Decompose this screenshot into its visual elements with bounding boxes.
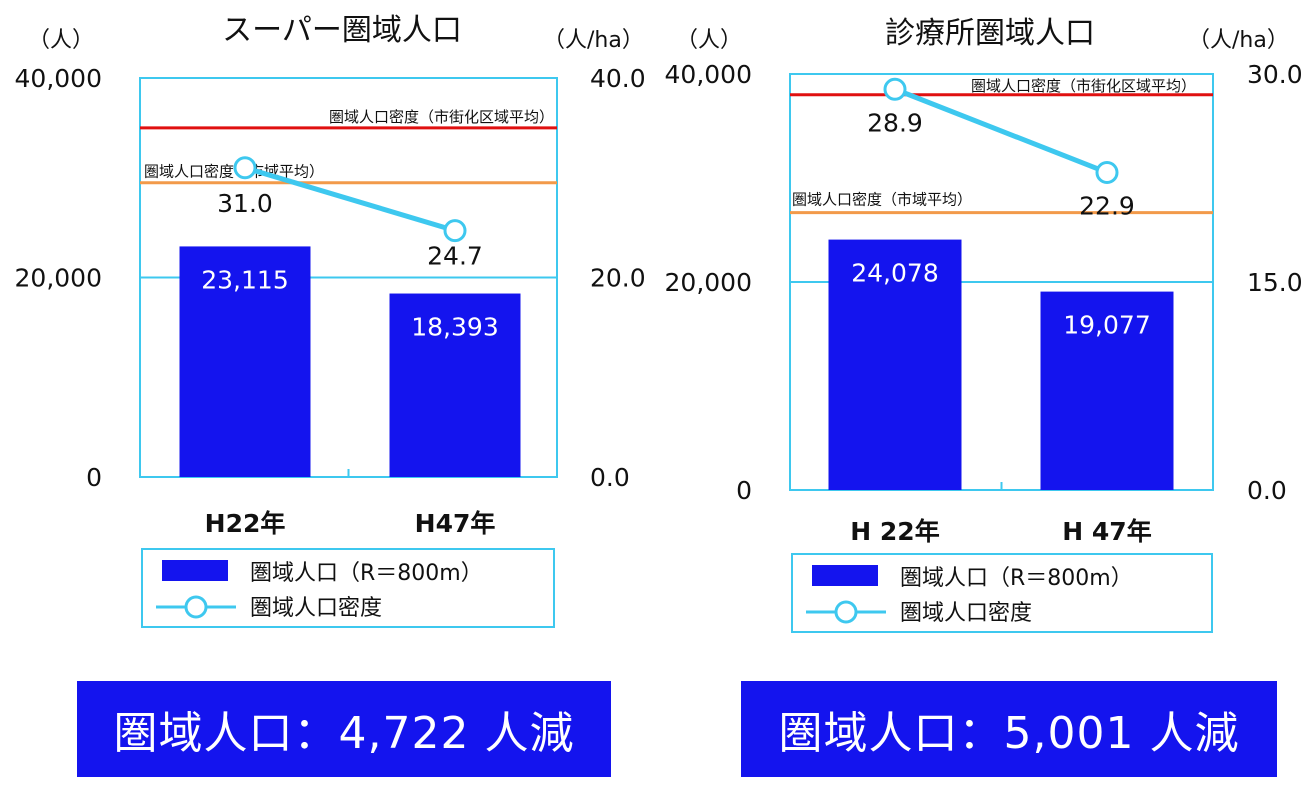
chart1-right-unit: （人/ha） <box>543 28 644 53</box>
chart2-legend-line-marker <box>834 600 858 624</box>
chart1-bar <box>389 293 521 477</box>
chart1-y2-tick-label: 0.0 <box>590 463 630 492</box>
chart1-y-tick-label: 0 <box>86 463 102 492</box>
chart2-bar-label: 24,078 <box>851 259 938 288</box>
chart1-bar-label: 18,393 <box>411 313 498 342</box>
chart1-category-label: H47年 <box>415 509 496 538</box>
chart1-left-unit: （人） <box>28 28 94 53</box>
chart2-density-line <box>894 86 1108 175</box>
chart2-y-tick-label: 20,000 <box>665 268 752 297</box>
chart2-y2-tick-label: 0.0 <box>1247 476 1287 505</box>
chart2-y-tick-label: 0 <box>736 476 752 505</box>
chart2-title: 診療所圏域人口 <box>885 16 1095 51</box>
summary-box-supermarket: 圏域人口：4,722 人減 <box>77 681 611 777</box>
chart2-density-label: 22.9 <box>1079 191 1135 220</box>
chart2-legend-line-label: 圏域人口密度 <box>900 601 1032 626</box>
chart1-density-label: 31.0 <box>217 189 273 218</box>
chart1-density-label: 24.7 <box>427 242 483 271</box>
chart1-density-line <box>244 165 456 234</box>
chart1-density-point <box>443 219 467 243</box>
chart2-y2-tick-label: 15.0 <box>1247 268 1303 297</box>
chart2-bar <box>828 239 962 490</box>
chart2-y-tick-label: 40,000 <box>665 60 752 89</box>
chart1-y-tick-label: 20,000 <box>15 264 102 293</box>
chart2-y2-tick-label: 30.0 <box>1247 60 1303 89</box>
chart1-legend-line-label: 圏域人口密度 <box>250 596 382 621</box>
chart2-legend-bar-swatch <box>812 565 878 586</box>
chart1-bar-label: 23,115 <box>201 265 288 294</box>
chart2-left-unit: （人） <box>676 28 742 53</box>
chart2-reference-label: 圏域人口密度（市域平均） <box>792 191 972 209</box>
summary-box-clinic: 圏域人口：5,001 人減 <box>741 681 1277 777</box>
chart1-y2-tick-label: 20.0 <box>590 264 646 293</box>
chart2-bar <box>1040 291 1174 490</box>
chart2-density-label: 28.9 <box>867 108 923 137</box>
chart1-reference-label: 圏域人口密度（市街化区域平均） <box>329 108 554 126</box>
chart1-legend-bar-swatch <box>162 560 228 581</box>
chart2-density-point <box>883 77 907 101</box>
chart1-category-label: H22年 <box>205 509 286 538</box>
chart1-legend-line-marker <box>184 595 208 619</box>
chart2-legend-bar-label: 圏域人口（R＝800m） <box>900 566 1133 591</box>
chart1-density-point <box>233 156 257 180</box>
chart2-density-point <box>1095 160 1119 184</box>
chart1-y2-tick-label: 40.0 <box>590 64 646 93</box>
chart2-category-label: H 22年 <box>850 517 939 546</box>
chart1-bar <box>179 246 311 477</box>
chart1-title: スーパー圏域人口 <box>222 13 462 48</box>
chart2-category-label: H 47年 <box>1062 517 1151 546</box>
chart2-bar-label: 19,077 <box>1063 311 1150 340</box>
chart1-legend-bar-label: 圏域人口（R＝800m） <box>250 561 483 586</box>
chart2-right-unit: （人/ha） <box>1188 28 1289 53</box>
chart1-y-tick-label: 40,000 <box>15 64 102 93</box>
chart2-reference-label: 圏域人口密度（市街化区域平均） <box>971 77 1196 95</box>
